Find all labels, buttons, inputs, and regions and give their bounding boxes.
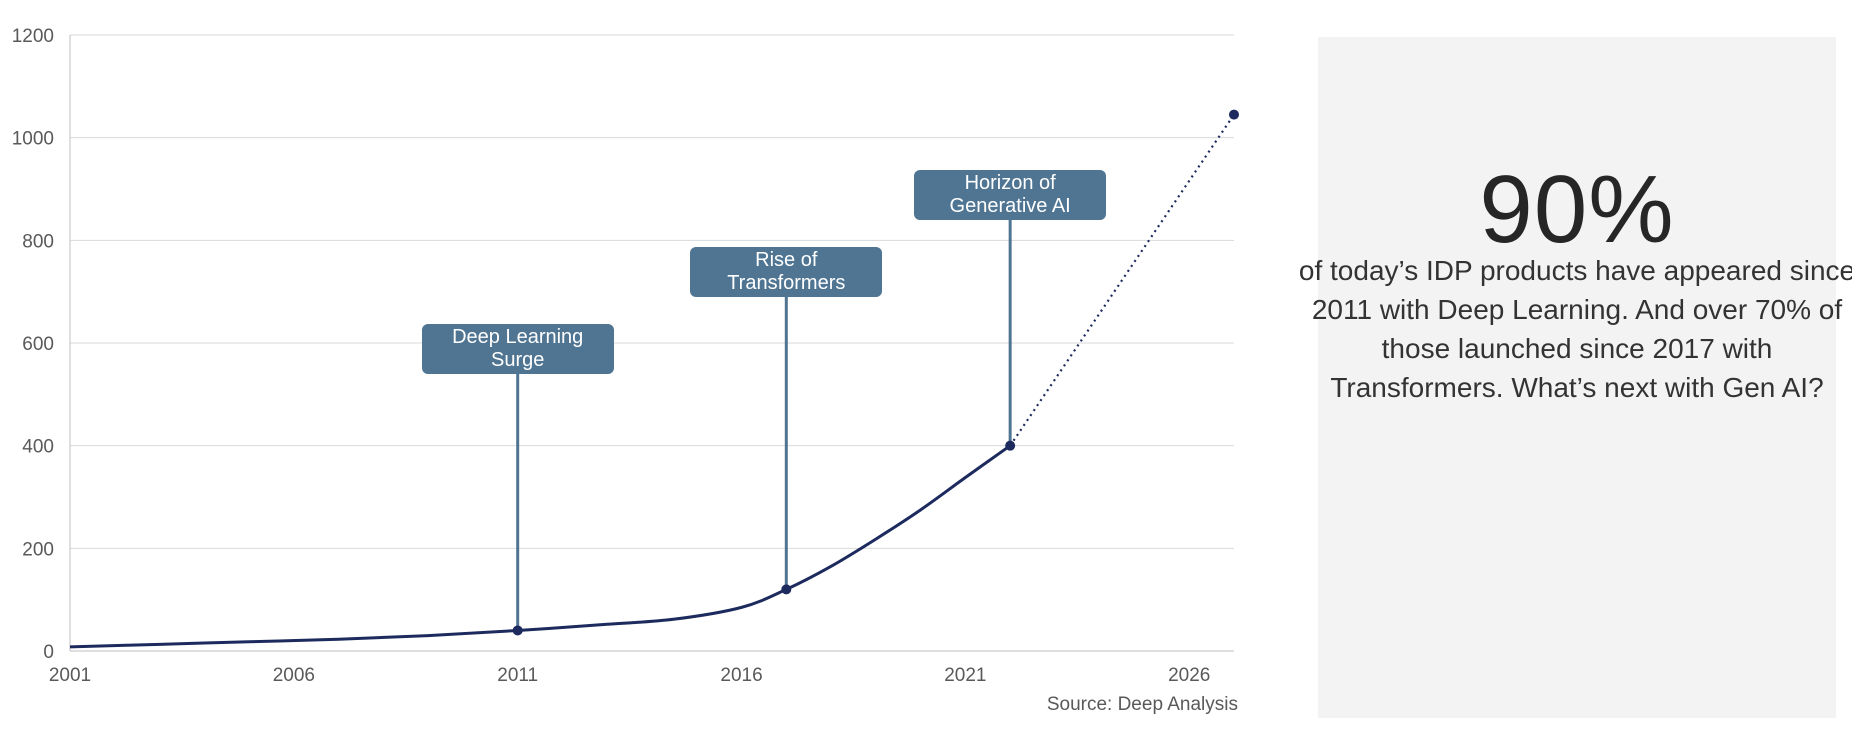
x-tick-label: 2016 xyxy=(720,665,762,686)
y-axis-ticks: 0 200 400 600 800 1000 1200 xyxy=(12,26,54,663)
y-tick-label: 1200 xyxy=(12,26,54,47)
y-tick-label: 800 xyxy=(22,231,54,252)
stat-description: of today’s IDP products have appeared si… xyxy=(1298,255,1852,403)
grid-lines xyxy=(69,34,1234,652)
x-tick-label: 2001 xyxy=(49,665,91,686)
annotation-deep-learning: Deep Learning Surge xyxy=(421,323,614,374)
stat-value: 90% xyxy=(1479,156,1675,263)
x-axis-ticks: 2001 2006 2011 2016 2021 2026 xyxy=(49,665,1211,686)
data-point xyxy=(512,625,523,636)
y-tick-label: 400 xyxy=(22,437,54,458)
data-markers xyxy=(512,109,1239,636)
source-note: Source: Deep Analysis xyxy=(1046,694,1238,715)
annotation-leaders xyxy=(516,219,1012,631)
y-tick-label: 1000 xyxy=(12,129,54,150)
series-line xyxy=(69,444,1012,649)
annotation-transformers: Rise of Transformers xyxy=(690,246,883,297)
data-point xyxy=(781,584,792,595)
y-tick-label: 0 xyxy=(43,642,54,663)
y-tick-label: 600 xyxy=(22,334,54,355)
stat-panel: 90% of today’s IDP products have appeare… xyxy=(1299,37,1852,718)
x-tick-label: 2006 xyxy=(273,665,315,686)
x-tick-label: 2011 xyxy=(497,665,538,686)
data-point xyxy=(1005,440,1016,451)
annotation-generative-ai: Horizon of Generative AI xyxy=(914,169,1107,220)
series-lines xyxy=(69,113,1235,649)
x-tick-label: 2026 xyxy=(1168,665,1210,686)
data-point xyxy=(1229,109,1239,120)
projection-line xyxy=(1009,113,1235,447)
y-tick-label: 200 xyxy=(22,539,54,560)
x-tick-label: 2021 xyxy=(944,665,986,686)
